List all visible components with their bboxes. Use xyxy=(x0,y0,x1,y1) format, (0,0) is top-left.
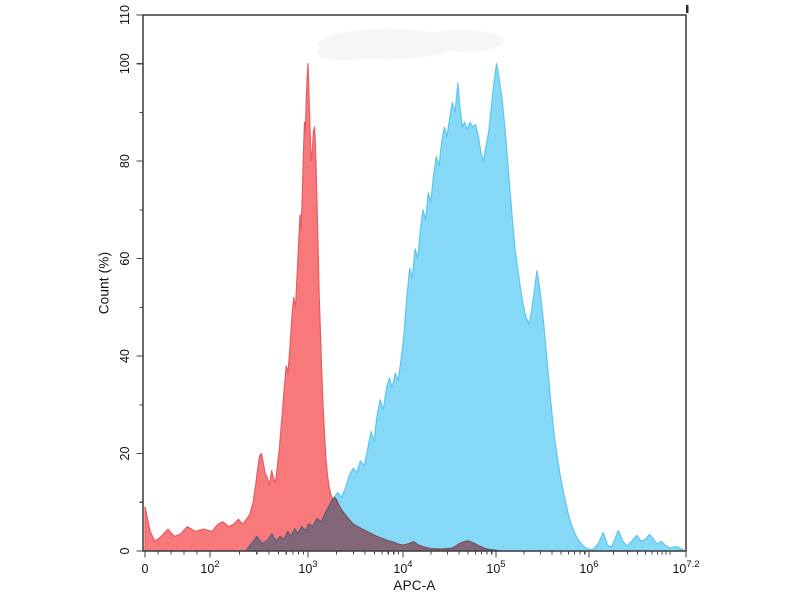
x-tick-label: 105 xyxy=(486,559,505,576)
blue-stained-sample-histogram-area xyxy=(244,63,686,551)
y-tick-label: 60 xyxy=(118,252,132,266)
x-tick-label: 106 xyxy=(579,559,598,576)
x-tick-label: 102 xyxy=(200,559,219,576)
x-tick-label: 103 xyxy=(298,559,317,576)
watermark-smudge xyxy=(317,29,504,61)
red-negative-control-histogram-area xyxy=(144,63,503,551)
y-tick-label: 40 xyxy=(118,349,132,363)
y-tick-label: 110 xyxy=(118,5,132,25)
watermark-smudge-blob xyxy=(317,43,373,61)
y-tick-label: 20 xyxy=(118,447,132,461)
y-tick-label: 80 xyxy=(118,154,132,168)
corner-artifact-mark xyxy=(686,5,689,13)
y-tick-label: 0 xyxy=(118,547,132,554)
axis-labels: 0 102 103 104 105 106 107.2 0 20 40 60 80 100 110 xyxy=(118,5,700,576)
watermark-smudge-blob xyxy=(420,30,504,52)
y-tick-label: 100 xyxy=(118,53,132,74)
axis-ticks xyxy=(136,14,687,558)
x-tick-label: 0 xyxy=(142,562,149,576)
series-group xyxy=(144,63,686,551)
x-axis-title: APC-A xyxy=(393,578,436,593)
x-tick-label: 107.2 xyxy=(672,559,699,576)
plot-border xyxy=(142,14,687,552)
x-tick-label: 104 xyxy=(393,559,412,576)
y-axis-title: Count (%) xyxy=(96,251,112,315)
